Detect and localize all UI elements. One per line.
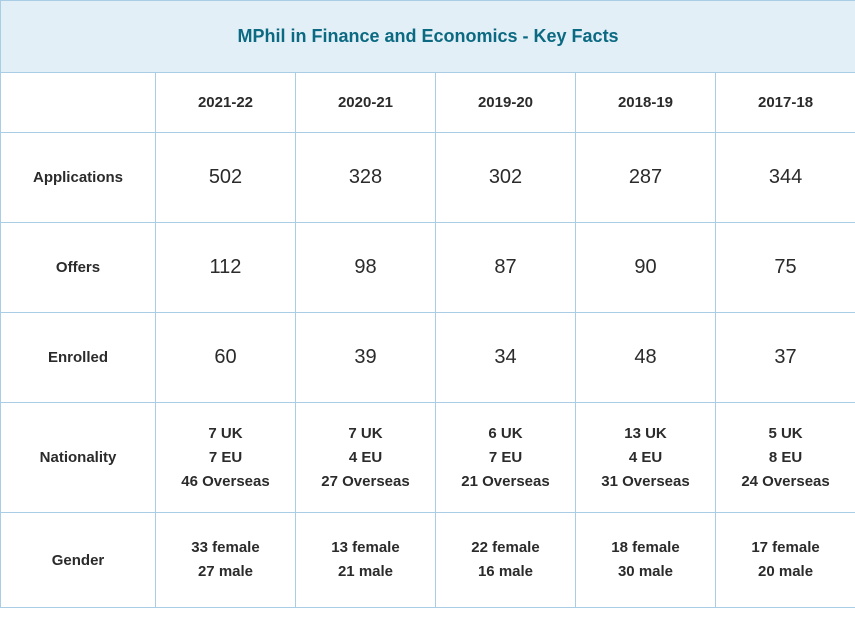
gender-male: 16 male — [436, 560, 575, 584]
cell-value: 22 female 16 male — [436, 513, 576, 608]
cell-value: 75 — [716, 223, 855, 313]
cell-value: 37 — [716, 313, 855, 403]
cell-value: 90 — [576, 223, 716, 313]
cell-value: 48 — [576, 313, 716, 403]
cell-value: 87 — [436, 223, 576, 313]
gender-female: 22 female — [436, 536, 575, 560]
nat-eu: 7 EU — [156, 446, 295, 470]
nat-eu: 7 EU — [436, 446, 575, 470]
nat-overseas: 31 Overseas — [576, 470, 715, 494]
cell-value: 502 — [156, 133, 296, 223]
row-label: Nationality — [1, 403, 156, 513]
cell-value: 344 — [716, 133, 855, 223]
nat-eu: 4 EU — [576, 446, 715, 470]
key-facts-table: MPhil in Finance and Economics - Key Fac… — [0, 0, 855, 608]
cell-value: 18 female 30 male — [576, 513, 716, 608]
cell-value: 98 — [296, 223, 436, 313]
year-header: 2018-19 — [576, 73, 716, 133]
cell-value: 6 UK 7 EU 21 Overseas — [436, 403, 576, 513]
gender-male: 20 male — [716, 560, 855, 584]
blank-corner — [1, 73, 156, 133]
gender-female: 18 female — [576, 536, 715, 560]
gender-row: Gender 33 female 27 male 13 female 21 ma… — [1, 513, 855, 608]
offers-row: Offers 112 98 87 90 75 — [1, 223, 855, 313]
cell-value: 7 UK 7 EU 46 Overseas — [156, 403, 296, 513]
gender-female: 13 female — [296, 536, 435, 560]
nat-eu: 8 EU — [716, 446, 855, 470]
nat-overseas: 24 Overseas — [716, 470, 855, 494]
gender-male: 27 male — [156, 560, 295, 584]
cell-value: 13 female 21 male — [296, 513, 436, 608]
nat-uk: 13 UK — [576, 422, 715, 446]
applications-row: Applications 502 328 302 287 344 — [1, 133, 855, 223]
year-header: 2017-18 — [716, 73, 855, 133]
cell-value: 302 — [436, 133, 576, 223]
nat-overseas: 21 Overseas — [436, 470, 575, 494]
gender-female: 17 female — [716, 536, 855, 560]
cell-value: 287 — [576, 133, 716, 223]
nat-uk: 7 UK — [156, 422, 295, 446]
nat-eu: 4 EU — [296, 446, 435, 470]
title-row: MPhil in Finance and Economics - Key Fac… — [1, 1, 855, 73]
nat-uk: 5 UK — [716, 422, 855, 446]
year-header-row: 2021-22 2020-21 2019-20 2018-19 2017-18 — [1, 73, 855, 133]
gender-male: 21 male — [296, 560, 435, 584]
gender-male: 30 male — [576, 560, 715, 584]
cell-value: 5 UK 8 EU 24 Overseas — [716, 403, 855, 513]
cell-value: 13 UK 4 EU 31 Overseas — [576, 403, 716, 513]
row-label: Gender — [1, 513, 156, 608]
cell-value: 34 — [436, 313, 576, 403]
nationality-row: Nationality 7 UK 7 EU 46 Overseas 7 UK 4… — [1, 403, 855, 513]
row-label: Offers — [1, 223, 156, 313]
nat-overseas: 46 Overseas — [156, 470, 295, 494]
year-header: 2020-21 — [296, 73, 436, 133]
cell-value: 328 — [296, 133, 436, 223]
row-label: Applications — [1, 133, 156, 223]
nat-uk: 7 UK — [296, 422, 435, 446]
enrolled-row: Enrolled 60 39 34 48 37 — [1, 313, 855, 403]
cell-value: 17 female 20 male — [716, 513, 855, 608]
cell-value: 7 UK 4 EU 27 Overseas — [296, 403, 436, 513]
nat-overseas: 27 Overseas — [296, 470, 435, 494]
year-header: 2021-22 — [156, 73, 296, 133]
cell-value: 33 female 27 male — [156, 513, 296, 608]
cell-value: 60 — [156, 313, 296, 403]
table-title: MPhil in Finance and Economics - Key Fac… — [1, 1, 855, 73]
year-header: 2019-20 — [436, 73, 576, 133]
nat-uk: 6 UK — [436, 422, 575, 446]
cell-value: 39 — [296, 313, 436, 403]
gender-female: 33 female — [156, 536, 295, 560]
row-label: Enrolled — [1, 313, 156, 403]
cell-value: 112 — [156, 223, 296, 313]
